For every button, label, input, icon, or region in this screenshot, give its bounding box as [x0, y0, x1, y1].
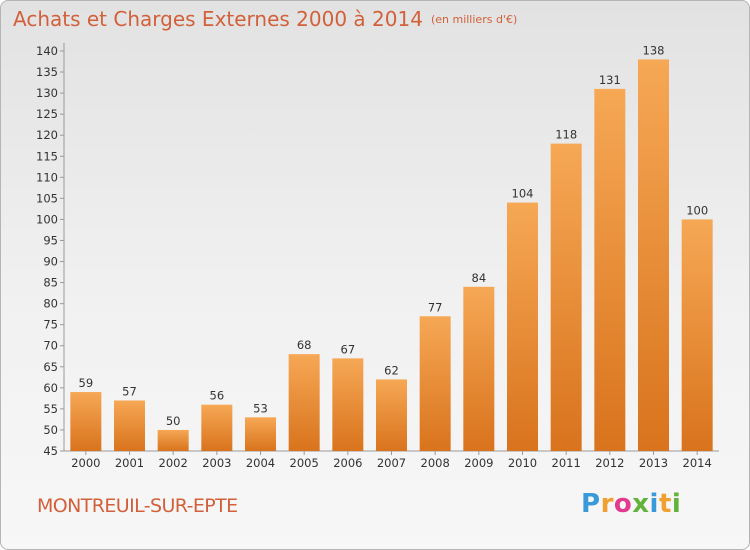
bar: [70, 392, 102, 451]
y-tick-label: 50: [43, 423, 58, 437]
data-label: 131: [599, 73, 621, 87]
y-tick-label: 95: [43, 233, 58, 247]
x-tick-label: 2011: [552, 456, 581, 470]
x-tick-label: 2001: [115, 456, 144, 470]
x-tick-label: 2009: [464, 456, 493, 470]
y-tick-label: 140: [36, 44, 58, 58]
x-tick-label: 2005: [290, 456, 319, 470]
bar: [463, 286, 495, 451]
data-label: 62: [384, 363, 399, 377]
data-label: 67: [341, 342, 356, 356]
bar: [114, 400, 145, 451]
data-label: 50: [166, 414, 181, 428]
x-tick-label: 2002: [159, 456, 188, 470]
bar: [376, 379, 407, 451]
logo-letter: P: [581, 489, 601, 519]
x-tick-label: 2012: [595, 456, 624, 470]
data-label: 57: [122, 384, 137, 398]
logo-letter: x: [632, 489, 650, 519]
y-tick-label: 75: [43, 318, 58, 332]
x-tick-label: 2010: [508, 456, 537, 470]
y-tick-label: 70: [43, 339, 58, 353]
chart-title-text: Achats et Charges Externes 2000 à 2014: [13, 7, 423, 31]
y-tick-label: 85: [43, 276, 58, 290]
y-tick-label: 105: [36, 191, 58, 205]
bar: [245, 417, 276, 451]
bar: [507, 202, 538, 451]
y-tick-label: 65: [43, 360, 58, 374]
data-label: 118: [555, 128, 577, 142]
data-label: 84: [472, 271, 487, 285]
y-tick-label: 60: [43, 381, 58, 395]
chart-title: Achats et Charges Externes 2000 à 2014 (e…: [13, 7, 517, 31]
data-label: 68: [297, 338, 312, 352]
data-label: 56: [210, 389, 225, 403]
y-tick-label: 80: [43, 297, 58, 311]
bar: [288, 354, 320, 451]
logo-letter: i: [649, 489, 659, 519]
logo-letter: i: [671, 489, 682, 519]
bar: [332, 358, 364, 451]
x-tick-label: 2014: [683, 456, 712, 470]
x-tick-label: 2003: [202, 456, 231, 470]
data-label: 138: [643, 43, 665, 57]
proxiti-logo: Proxiti: [581, 489, 681, 519]
bar: [681, 219, 713, 451]
x-tick-label: 2008: [421, 456, 450, 470]
x-tick-label: 2000: [71, 456, 100, 470]
data-label: 77: [428, 300, 443, 314]
x-tick-label: 2013: [639, 456, 668, 470]
y-tick-label: 135: [36, 65, 58, 79]
bar: [157, 429, 189, 451]
chart-unit: (en milliers d'€): [430, 13, 518, 26]
data-label: 53: [253, 401, 268, 415]
bar: [201, 404, 233, 451]
logo-letter: t: [658, 489, 672, 519]
y-tick-label: 45: [43, 444, 58, 458]
y-tick-label: 120: [36, 128, 58, 142]
bar: [550, 143, 582, 451]
data-label: 100: [686, 203, 708, 217]
logo-letter: o: [613, 489, 633, 519]
y-tick-label: 90: [43, 255, 58, 269]
y-tick-label: 100: [36, 212, 58, 226]
logo-letter: r: [600, 489, 614, 519]
bar: [594, 88, 626, 451]
bar: [638, 59, 669, 451]
data-label: 104: [512, 187, 534, 201]
x-tick-label: 2004: [246, 456, 275, 470]
data-label: 59: [79, 376, 94, 390]
y-tick-label: 125: [36, 107, 58, 121]
x-tick-label: 2006: [333, 456, 362, 470]
bar: [419, 316, 451, 451]
y-tick-label: 130: [36, 86, 58, 100]
y-tick-label: 55: [43, 402, 58, 416]
y-tick-label: 110: [36, 170, 58, 184]
y-tick-label: 115: [36, 149, 58, 163]
x-tick-label: 2007: [377, 456, 406, 470]
place-name: MONTREUIL-SUR-EPTE: [37, 495, 238, 517]
